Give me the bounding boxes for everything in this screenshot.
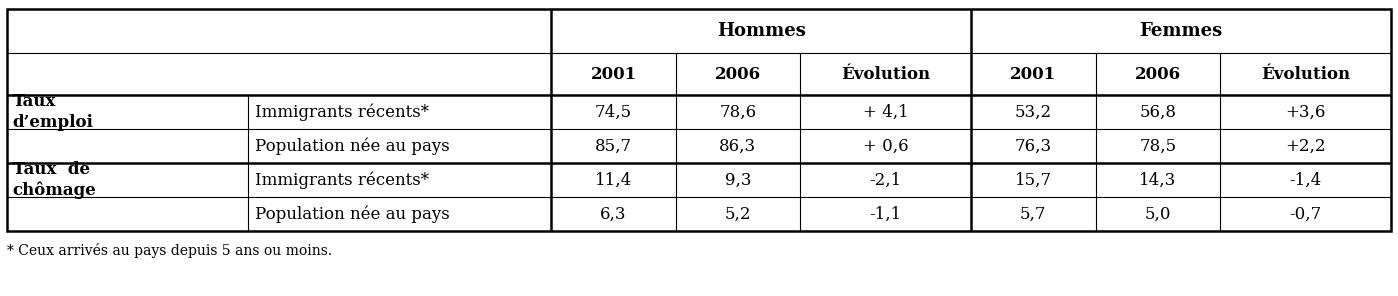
Text: 76,3: 76,3 bbox=[1015, 138, 1051, 155]
Text: 56,8: 56,8 bbox=[1139, 104, 1176, 121]
Text: Évolution: Évolution bbox=[842, 66, 930, 83]
Text: +3,6: +3,6 bbox=[1285, 104, 1325, 121]
Text: 85,7: 85,7 bbox=[596, 138, 632, 155]
Text: Taux
d’emploi: Taux d’emploi bbox=[13, 94, 94, 131]
Text: +2,2: +2,2 bbox=[1285, 138, 1325, 155]
Bar bbox=[7, 9, 1391, 231]
Text: -1,4: -1,4 bbox=[1289, 172, 1321, 189]
Text: 5,7: 5,7 bbox=[1021, 205, 1047, 223]
Text: 2001: 2001 bbox=[590, 66, 636, 83]
Text: 15,7: 15,7 bbox=[1015, 172, 1051, 189]
Text: 11,4: 11,4 bbox=[594, 172, 632, 189]
Text: 86,3: 86,3 bbox=[720, 138, 756, 155]
Text: 74,5: 74,5 bbox=[596, 104, 632, 121]
Text: 78,5: 78,5 bbox=[1139, 138, 1176, 155]
Text: Population née au pays: Population née au pays bbox=[254, 205, 450, 223]
Text: 6,3: 6,3 bbox=[600, 205, 626, 223]
Text: * Ceux arrivés au pays depuis 5 ans ou moins.: * Ceux arrivés au pays depuis 5 ans ou m… bbox=[7, 243, 333, 258]
Text: 14,3: 14,3 bbox=[1139, 172, 1176, 189]
Text: -2,1: -2,1 bbox=[870, 172, 902, 189]
Text: 5,2: 5,2 bbox=[724, 205, 751, 223]
Text: Taux  de
chômage: Taux de chômage bbox=[13, 161, 96, 200]
Text: 53,2: 53,2 bbox=[1015, 104, 1051, 121]
Text: Immigrants récents*: Immigrants récents* bbox=[254, 104, 429, 121]
Text: Femmes: Femmes bbox=[1139, 22, 1223, 40]
Text: Immigrants récents*: Immigrants récents* bbox=[254, 171, 429, 189]
Text: Évolution: Évolution bbox=[1261, 66, 1350, 83]
Text: 2001: 2001 bbox=[1011, 66, 1057, 83]
Text: 2006: 2006 bbox=[1135, 66, 1181, 83]
Text: 9,3: 9,3 bbox=[724, 172, 751, 189]
Text: -0,7: -0,7 bbox=[1289, 205, 1321, 223]
Text: 2006: 2006 bbox=[714, 66, 761, 83]
Text: 78,6: 78,6 bbox=[720, 104, 756, 121]
Text: -1,1: -1,1 bbox=[870, 205, 902, 223]
Text: Population née au pays: Population née au pays bbox=[254, 138, 450, 155]
Text: Hommes: Hommes bbox=[717, 22, 805, 40]
Text: + 0,6: + 0,6 bbox=[863, 138, 909, 155]
Text: + 4,1: + 4,1 bbox=[863, 104, 909, 121]
Text: 5,0: 5,0 bbox=[1145, 205, 1172, 223]
